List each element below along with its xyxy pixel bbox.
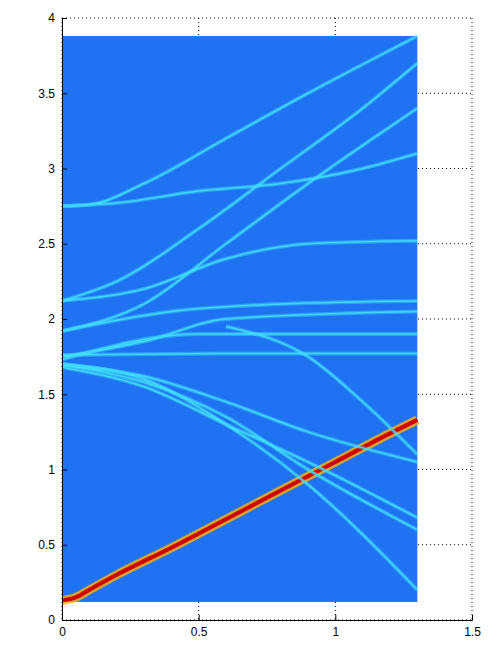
tick-label: 1 (332, 625, 339, 639)
band-line (62, 364, 417, 462)
tick-label: 3.5 (38, 87, 55, 101)
band-glow (62, 36, 417, 206)
band-glow (62, 364, 417, 530)
tick-mark (62, 169, 67, 170)
tick-label: 4 (48, 11, 55, 25)
spectral-image (62, 36, 417, 602)
tick: 2.5 (38, 237, 67, 251)
tick-mark (199, 615, 200, 620)
tick-mark (62, 18, 67, 19)
band-glow (62, 301, 417, 331)
band-line (62, 63, 417, 301)
band-glow (62, 364, 417, 590)
band-line (62, 301, 417, 331)
tick-mark (62, 620, 67, 621)
axis-line (63, 19, 68, 621)
tick-mark (335, 615, 336, 620)
tick-label: 0 (48, 613, 55, 627)
chart: 0 0.5 1 1.5 0 0.5 1 1.5 2 2.5 3 3.5 4 (0, 0, 489, 649)
band-line (62, 364, 417, 590)
tick: 1.5 (38, 388, 67, 402)
tick: 0.5 (191, 615, 208, 639)
grid (62, 18, 472, 620)
tick: 0 (48, 613, 67, 627)
tick-mark (62, 93, 67, 94)
tick: 2 (48, 312, 67, 326)
tick-label: 1 (48, 463, 55, 477)
axis-line (63, 615, 473, 621)
tick-label: 2.5 (38, 237, 55, 251)
band-line (62, 367, 417, 517)
tick-mark (62, 244, 67, 245)
tick-label: 0 (59, 625, 66, 639)
band-glow (62, 354, 417, 356)
plot-area (62, 36, 417, 602)
tick-label: 3 (48, 162, 55, 176)
tick: 1 (332, 615, 339, 639)
tick-mark (62, 394, 67, 395)
band-glow (62, 364, 417, 462)
band-glow (62, 63, 417, 301)
band-glow (62, 241, 417, 301)
grid-line (62, 18, 472, 19)
band-glow (62, 108, 417, 331)
tick: 4 (48, 11, 67, 25)
band-line (62, 354, 417, 356)
tick: 1.5 (464, 615, 481, 639)
tick: 1 (48, 463, 67, 477)
band-line (226, 327, 417, 455)
x-axis: 0 0.5 1 1.5 (59, 615, 481, 639)
tick-label: 1.5 (464, 625, 481, 639)
tick-label: 0.5 (38, 538, 55, 552)
tick: 3 (48, 162, 67, 176)
band-line (62, 334, 417, 360)
band-line (62, 36, 417, 206)
tick: 3.5 (38, 87, 67, 101)
band-glow (62, 367, 417, 517)
band-line (62, 364, 417, 530)
tick-mark (62, 545, 67, 546)
tick-mark (62, 470, 67, 471)
band-glow (62, 334, 417, 360)
tick-label: 0.5 (191, 625, 208, 639)
tick-mark (62, 319, 67, 320)
tick-label: 2 (48, 312, 55, 326)
tick: 0.5 (38, 538, 67, 552)
y-axis: 0 0.5 1 1.5 2 2.5 3 3.5 4 (38, 11, 67, 627)
tick-label: 1.5 (38, 388, 55, 402)
band-line (62, 108, 417, 331)
band-line (62, 241, 417, 301)
tick-mark (472, 615, 473, 620)
band-glow (226, 327, 417, 455)
